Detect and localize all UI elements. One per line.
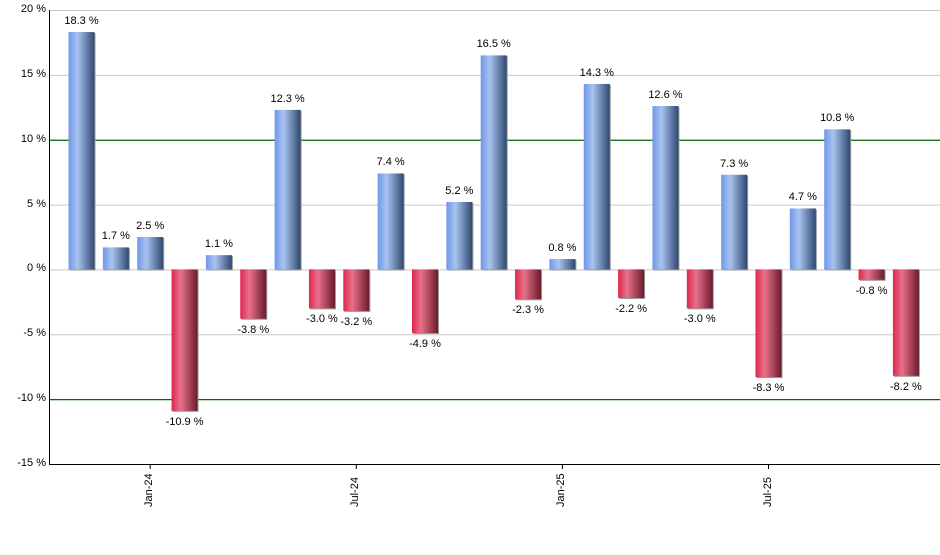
bar-value-label: -3.0 % (683, 313, 716, 326)
bar-value-label: -10.9 % (165, 415, 204, 428)
bar-value-label: -8.3 % (752, 382, 785, 395)
positive-bar (549, 259, 576, 270)
bar-value-label: -3.8 % (237, 323, 270, 336)
negative-bar (240, 269, 267, 319)
negative-bar (171, 269, 198, 411)
bar-value-label: -3.0 % (306, 313, 338, 326)
y-tick-label: 0 % (27, 262, 46, 275)
positive-bar (583, 83, 610, 270)
negative-bar (618, 269, 645, 298)
bar-value-label: -4.9 % (409, 337, 441, 350)
y-tick-label: -10 % (17, 392, 46, 405)
positive-bar (721, 174, 748, 270)
bar-value-label: 16.5 % (476, 38, 511, 51)
bar-value-label: -0.8 % (855, 284, 888, 297)
x-tick-label: Jan-25 (555, 473, 568, 507)
bar-value-label: -8.2 % (889, 380, 922, 393)
y-tick-label: 10 % (20, 132, 46, 145)
bar-value-label: 14.3 % (579, 66, 614, 79)
positive-bar (446, 201, 473, 270)
negative-bar (892, 269, 919, 376)
y-tick-label: 15 % (20, 67, 46, 80)
positive-bar (652, 105, 679, 270)
negative-bar (686, 269, 713, 309)
bar-value-label: 5.2 % (445, 184, 474, 197)
negative-bar (515, 269, 542, 300)
bar-value-label: 1.1 % (204, 238, 233, 251)
positive-bar (68, 32, 95, 270)
axes (49, 10, 940, 469)
positive-bar (205, 255, 232, 270)
positive-bar (102, 247, 129, 270)
bar-value-label: 0.8 % (548, 242, 577, 255)
bar-value-label: -3.2 % (340, 315, 373, 328)
negative-bar (308, 269, 335, 309)
y-tick-label: 20 % (20, 3, 46, 15)
negative-bar (755, 269, 782, 378)
bar-value-label: 4.7 % (788, 191, 817, 204)
bar-value-label: 10.8 % (820, 112, 855, 125)
bar-value-label: 7.4 % (376, 156, 405, 169)
negative-bar (412, 269, 438, 333)
y-tick-label: -15 % (17, 457, 46, 469)
positive-bar (377, 173, 404, 270)
positive-bar (137, 237, 164, 270)
bars (68, 32, 920, 412)
bar-value-label: -2.3 % (512, 304, 544, 317)
negative-bar (343, 269, 370, 311)
positive-bar (274, 109, 301, 270)
bar-value-label: 12.6 % (648, 88, 683, 101)
y-tick-label: -5 % (23, 327, 46, 340)
positive-bar (789, 208, 816, 270)
bar-value-label: 18.3 % (64, 15, 99, 28)
negative-bar (858, 269, 885, 280)
x-tick-label: Jul-24 (349, 477, 362, 507)
positive-bar (480, 55, 507, 270)
bar-value-label: 7.3 % (720, 157, 749, 170)
x-tick-label: Jan-24 (143, 473, 156, 507)
bar-value-label: 12.3 % (270, 92, 305, 105)
x-tick-label: Jul-25 (761, 477, 774, 507)
y-tick-label: 5 % (27, 197, 46, 210)
bar-value-label: 2.5 % (136, 220, 165, 232)
bar-value-label: 1.7 % (101, 230, 130, 243)
bar-value-label: -2.2 % (615, 302, 647, 315)
positive-bar (824, 129, 851, 270)
